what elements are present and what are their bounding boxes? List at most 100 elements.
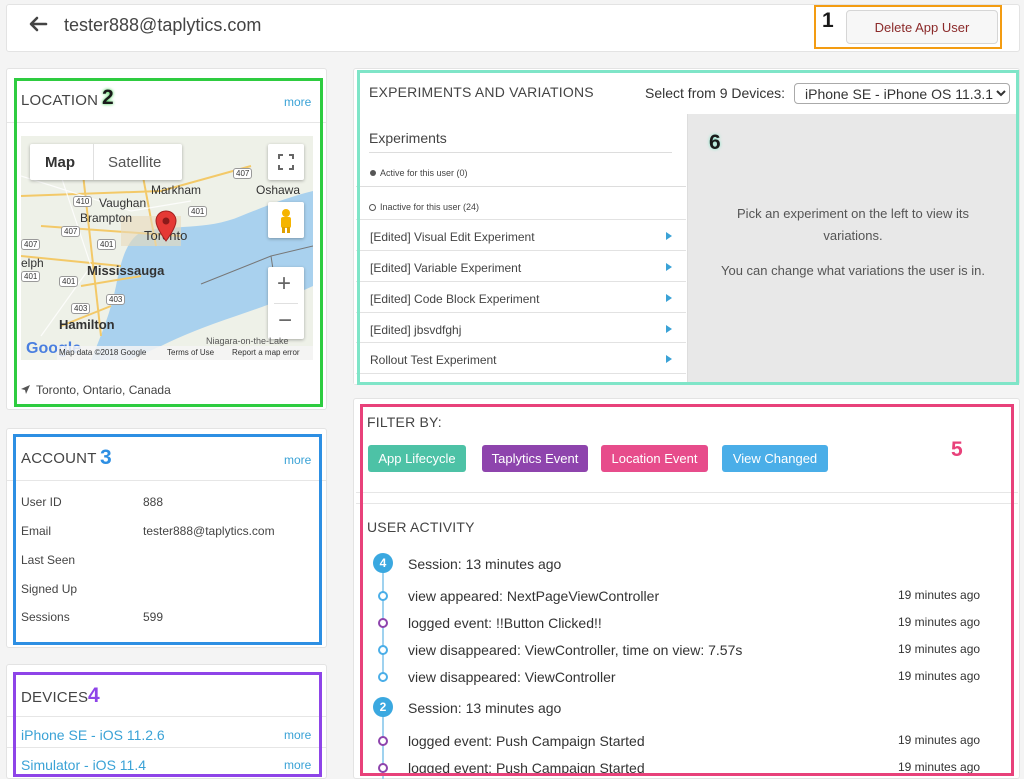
location-place-text: Toronto, Ontario, Canada xyxy=(36,383,171,397)
location-arrow-icon xyxy=(21,385,30,394)
account-value-email: tester888@taplytics.com xyxy=(143,524,275,538)
map-label-niagara: Niagara-on-the-Lake xyxy=(206,336,289,346)
map-type-toggle xyxy=(30,144,182,180)
annotation-number-2: 2 xyxy=(102,86,114,109)
experiment-item[interactable]: [Edited] Code Block Experiment xyxy=(356,281,686,312)
zoom-out-button[interactable]: − xyxy=(278,307,293,334)
view-event-dot-icon xyxy=(378,645,388,655)
logged-event-dot-icon xyxy=(378,736,388,746)
map-label-mississauga: Mississauga xyxy=(87,263,165,278)
caret-right-icon xyxy=(666,232,672,240)
active-dot-icon xyxy=(370,170,376,176)
devices-card xyxy=(6,664,327,779)
map-label-elph: elph xyxy=(21,256,44,270)
activity-top-divider xyxy=(356,503,1018,504)
account-more-link[interactable]: more xyxy=(284,453,312,467)
report-map-error-link[interactable]: Report a map error xyxy=(232,348,300,357)
filter-app-lifecycle-button[interactable]: App Lifecycle xyxy=(368,445,466,472)
annotation-number-1: 1 xyxy=(822,9,834,32)
session-badge: 2 xyxy=(373,697,393,717)
experiment-item-label: Rollout Test Experiment xyxy=(370,353,497,367)
activity-text: view appeared: NextPageViewController xyxy=(408,588,660,604)
experiment-item[interactable]: Rollout Test Experiment xyxy=(356,342,686,373)
highway-shield: 407 xyxy=(233,168,253,179)
experiments-list-panel xyxy=(354,114,688,384)
fullscreen-button[interactable] xyxy=(268,144,304,180)
activity-text: view disappeared: ViewController xyxy=(408,669,616,685)
active-experiments-label[interactable]: Active for this user (0) xyxy=(380,168,468,178)
location-map[interactable]: Map Satellite + − Markham Oshawa Vaughan… xyxy=(21,136,313,360)
annotation-number-5: 5 xyxy=(951,438,963,461)
device-more-link[interactable]: more xyxy=(284,728,312,742)
activity-time: 19 minutes ago xyxy=(898,642,981,656)
inactive-dot-icon xyxy=(369,204,376,211)
experiments-list-bottom xyxy=(356,373,686,374)
account-value-user-id: 888 xyxy=(143,495,164,509)
account-title: ACCOUNT xyxy=(21,450,97,467)
logged-event-dot-icon xyxy=(378,763,388,773)
map-label-brampton: Brampton xyxy=(80,211,133,225)
filter-location-event-button[interactable]: Location Event xyxy=(601,445,708,472)
delete-app-user-button[interactable]: Delete App User xyxy=(846,10,998,44)
device-link-iphone-se[interactable]: iPhone SE - iOS 11.2.6 xyxy=(21,727,165,743)
session-badge: 4 xyxy=(373,553,393,573)
activity-session-text: Session: 13 minutes ago xyxy=(408,700,562,716)
pegman-icon xyxy=(281,209,291,233)
activity-time: 19 minutes ago xyxy=(898,615,981,629)
highway-shield: 403 xyxy=(71,303,91,314)
highway-shield: 401 xyxy=(21,271,41,282)
location-divider xyxy=(7,122,326,123)
filter-divider xyxy=(356,492,1018,493)
account-value-sessions: 599 xyxy=(143,610,164,624)
map-label-hamilton: Hamilton xyxy=(59,317,115,332)
activity-session-text: Session: 13 minutes ago xyxy=(408,556,562,572)
map-attribution-bar xyxy=(57,346,313,360)
filter-taplytics-event-button[interactable]: Taplytics Event xyxy=(482,445,588,472)
filter-view-changed-button[interactable]: View Changed xyxy=(722,445,828,472)
location-title: LOCATION xyxy=(21,92,99,109)
map-type-map-button[interactable]: Map xyxy=(45,154,75,171)
experiment-item[interactable]: [Edited] Variable Experiment xyxy=(356,250,686,281)
street-view-button[interactable] xyxy=(268,202,304,238)
caret-right-icon xyxy=(666,294,672,302)
map-label-markham: Markham xyxy=(151,183,202,197)
device-select[interactable]: iPhone SE - iPhone OS 11.3.1 xyxy=(794,83,1010,104)
activity-title: USER ACTIVITY xyxy=(367,519,475,535)
account-label-sessions: Sessions xyxy=(21,610,70,624)
experiment-item-label: [Edited] Variable Experiment xyxy=(370,261,522,275)
device-more-link[interactable]: more xyxy=(284,758,312,772)
location-more-link[interactable]: more xyxy=(284,95,312,109)
fullscreen-icon xyxy=(278,154,294,170)
account-label-signed-up: Signed Up xyxy=(21,582,78,596)
experiment-item[interactable]: [Edited] jbsvdfghj xyxy=(356,312,686,343)
highway-shield: 401 xyxy=(59,276,79,287)
experiment-item-label: [Edited] Visual Edit Experiment xyxy=(370,230,535,244)
experiment-item[interactable]: [Edited] Visual Edit Experiment xyxy=(356,219,686,250)
highway-shield: 410 xyxy=(73,196,93,207)
back-arrow-icon[interactable] xyxy=(28,14,48,34)
inactive-experiments-label[interactable]: Inactive for this user (24) xyxy=(380,202,480,212)
account-label-email: Email xyxy=(21,524,52,538)
zoom-in-button[interactable]: + xyxy=(277,270,292,297)
highway-shield: 403 xyxy=(106,294,126,305)
caret-right-icon xyxy=(666,355,672,363)
map-label-oshawa: Oshawa xyxy=(256,183,301,197)
variations-panel xyxy=(688,114,1018,384)
terms-of-use-link[interactable]: Terms of Use xyxy=(167,348,215,357)
timeline-line xyxy=(382,716,384,779)
map-data-attribution: Map data ©2018 Google xyxy=(59,348,147,357)
activity-text: view disappeared: ViewController, time o… xyxy=(408,642,743,658)
activity-time: 19 minutes ago xyxy=(898,588,981,602)
device-link-simulator[interactable]: Simulator - iOS 11.4 xyxy=(21,757,147,773)
active-divider xyxy=(356,186,686,187)
annotation-number-3: 3 xyxy=(100,446,112,469)
activity-text: logged event: !!Button Clicked!! xyxy=(408,615,602,631)
variations-placeholder-line3: You can change what variations the user … xyxy=(720,263,986,278)
caret-right-icon xyxy=(666,325,672,333)
map-type-satellite-button[interactable]: Satellite xyxy=(108,154,162,171)
logged-event-dot-icon xyxy=(378,618,388,628)
account-label-user-id: User ID xyxy=(21,495,62,509)
highway-shield: 401 xyxy=(97,239,117,250)
activity-time: 19 minutes ago xyxy=(898,669,981,683)
experiments-title: EXPERIMENTS AND VARIATIONS xyxy=(369,84,594,100)
